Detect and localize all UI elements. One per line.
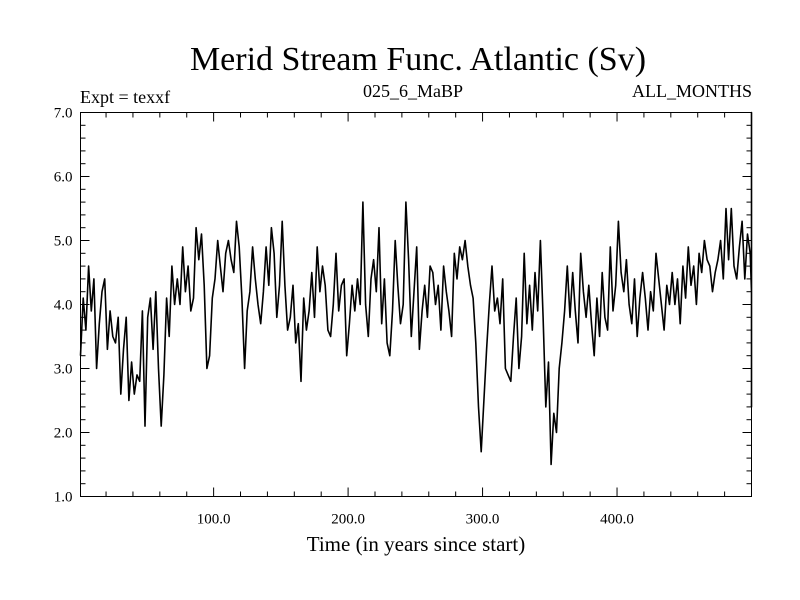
subtitle-right: ALL_MONTHS <box>632 81 752 101</box>
plot-frame <box>80 112 752 497</box>
x-axis-label: Time (in years since start) <box>307 532 526 556</box>
y-tick-label: 4.0 <box>54 298 73 314</box>
chart-title: Merid Stream Func. Atlantic (Sv) <box>190 41 646 78</box>
y-tick-label: 7.0 <box>54 106 73 122</box>
x-tick-label: 100.0 <box>197 512 231 528</box>
series-line <box>79 111 753 466</box>
axis-tick-labels: 1.0 2.0 3.0 4.0 5.0 6.0 7.0 100.0 200.0 300.0 400.… <box>54 106 634 528</box>
y-tick-label: 5.0 <box>54 234 73 250</box>
x-tick-label: 400.0 <box>600 512 634 528</box>
x-tick-label: 300.0 <box>466 512 500 528</box>
y-tick-label: 6.0 <box>54 170 73 186</box>
axis-ticks <box>80 112 752 497</box>
y-tick-label: 1.0 <box>54 490 73 506</box>
subtitle-left: Expt = texxf <box>80 87 170 107</box>
y-tick-label: 2.0 <box>54 426 73 442</box>
x-tick-label: 200.0 <box>331 512 365 528</box>
subtitle-center: 025_6_MaBP <box>363 81 463 101</box>
y-tick-label: 3.0 <box>54 362 73 378</box>
